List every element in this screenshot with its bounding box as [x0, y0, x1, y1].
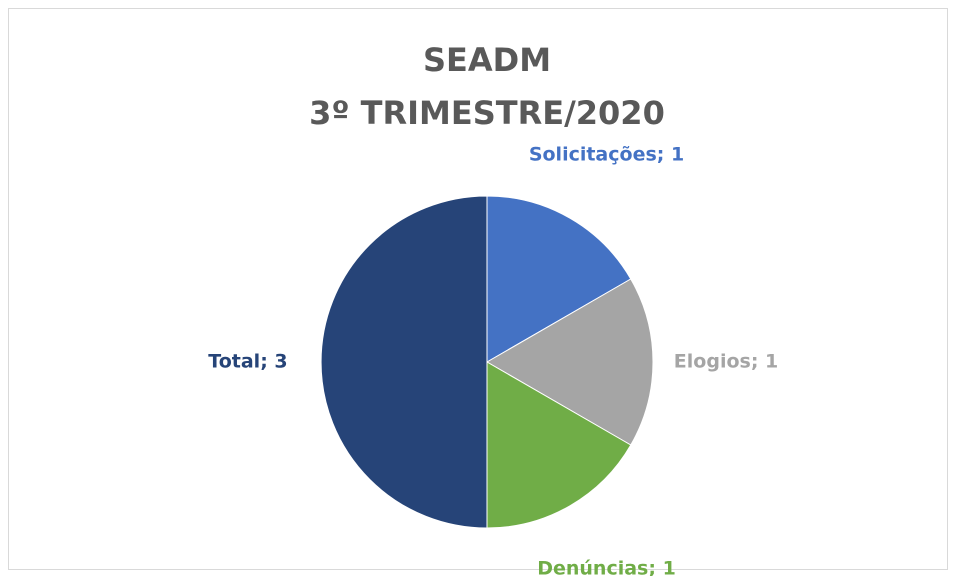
pie-slice — [486, 195, 632, 363]
data-label: Elogios; 1 — [674, 351, 778, 373]
data-label: Solicitações; 1 — [529, 143, 684, 165]
pie-slice — [486, 361, 632, 529]
pie-slice — [486, 278, 654, 446]
chart-title: SEADM — [423, 41, 551, 79]
data-label: Denúncias; 1 — [537, 558, 676, 576]
chart-subtitle: 3º TRIMESTRE/2020 — [309, 94, 665, 132]
pie-slice — [320, 195, 488, 529]
data-label: Total; 3 — [208, 351, 287, 373]
